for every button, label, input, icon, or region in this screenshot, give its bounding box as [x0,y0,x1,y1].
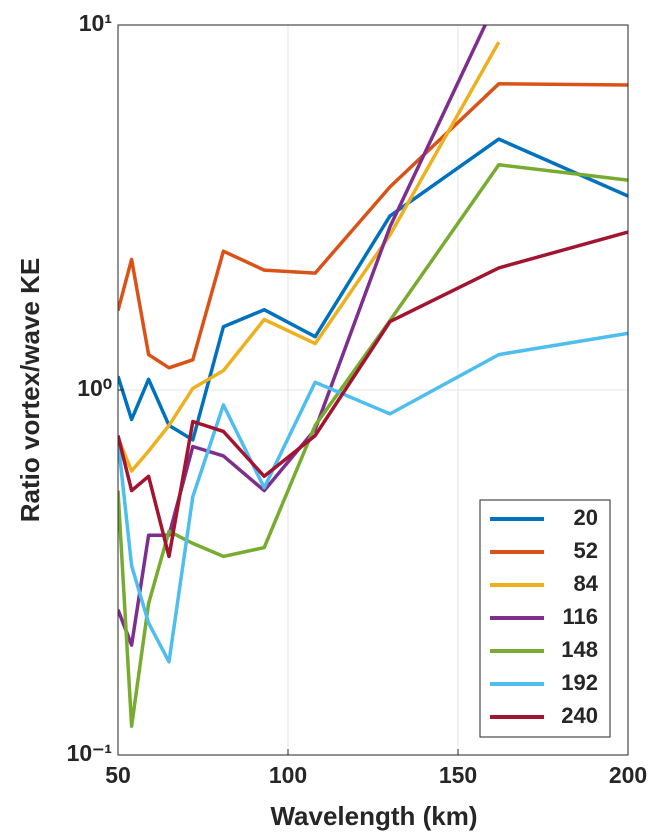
legend-label: 52 [574,538,598,563]
legend-label: 148 [561,637,598,662]
legend-label: 192 [561,670,598,695]
series-line [118,163,628,728]
x-tick-label: 200 [609,762,647,788]
y-axis-label: Ratio vortex/wave KE [15,258,45,522]
y-tick-label: 10⁻¹ [67,740,112,766]
legend-label: 240 [561,703,598,728]
x-axis-label: Wavelength (km) [270,801,477,831]
x-tick-label: 150 [439,762,477,788]
legend-label: 116 [563,604,599,629]
series-line [118,331,628,664]
lines [118,25,628,728]
series-line [118,41,501,473]
legend-label: 20 [574,505,598,530]
series-line [118,137,628,442]
x-tick-label: 50 [105,762,131,788]
legend-label: 84 [574,571,599,596]
legend: 20 52 84 116 148 192 240 [479,499,611,738]
series-line [118,230,628,559]
y-tick-label: 10⁰ [77,375,112,401]
y-tick-label: 10¹ [79,10,112,36]
x-tick-label: 100 [269,762,307,788]
